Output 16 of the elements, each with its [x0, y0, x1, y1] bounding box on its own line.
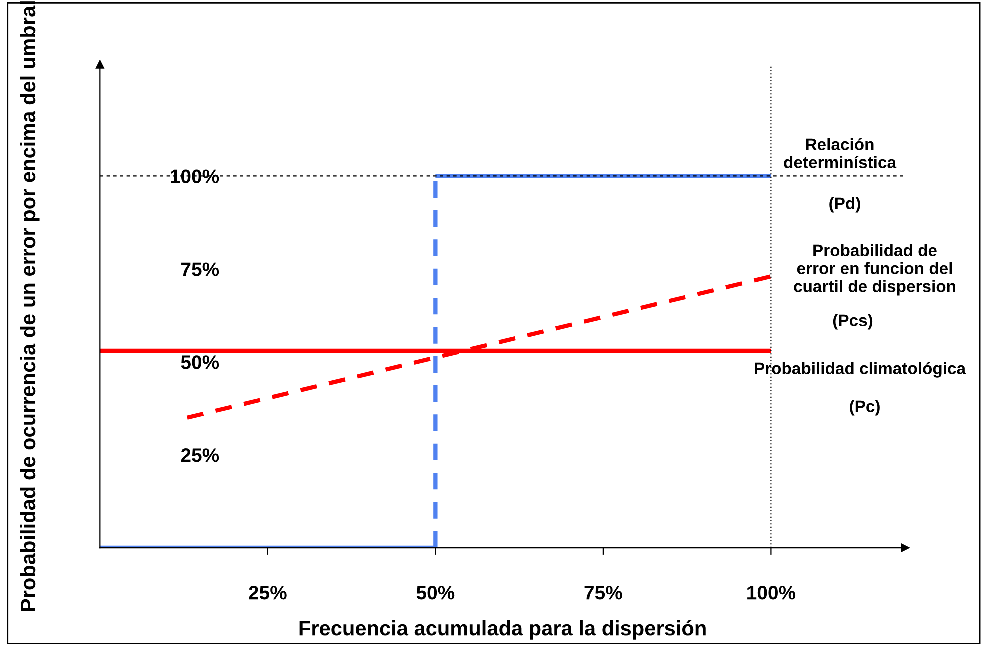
annotation: (Pc) — [850, 400, 880, 416]
y-axis-title: Probabilidad de ocurrencia de un error por encima del umbral — [20, 2, 40, 612]
x-tick-label: 100% — [748, 586, 796, 600]
x-axis-title: Frecuencia acumulada para la dispersión — [300, 620, 706, 640]
x-tick-label: 25% — [249, 586, 287, 600]
y-tick-label: 100% — [171, 170, 220, 184]
annotation: (Pd) — [830, 197, 860, 213]
y-tick-label: 75% — [182, 262, 220, 276]
annotation: Probabilidad climatológica — [755, 362, 966, 378]
annotation: Probabilidad de error en funcion del cuartil de dispersion — [794, 244, 956, 296]
annotation: Relación determinística — [784, 138, 897, 168]
annotation: (Pcs) — [833, 314, 873, 330]
x-tick-label: 75% — [584, 586, 622, 600]
x-tick-label: 50% — [416, 586, 455, 600]
y-tick-label: 25% — [181, 448, 220, 462]
y-tick-label: 50% — [181, 356, 220, 370]
